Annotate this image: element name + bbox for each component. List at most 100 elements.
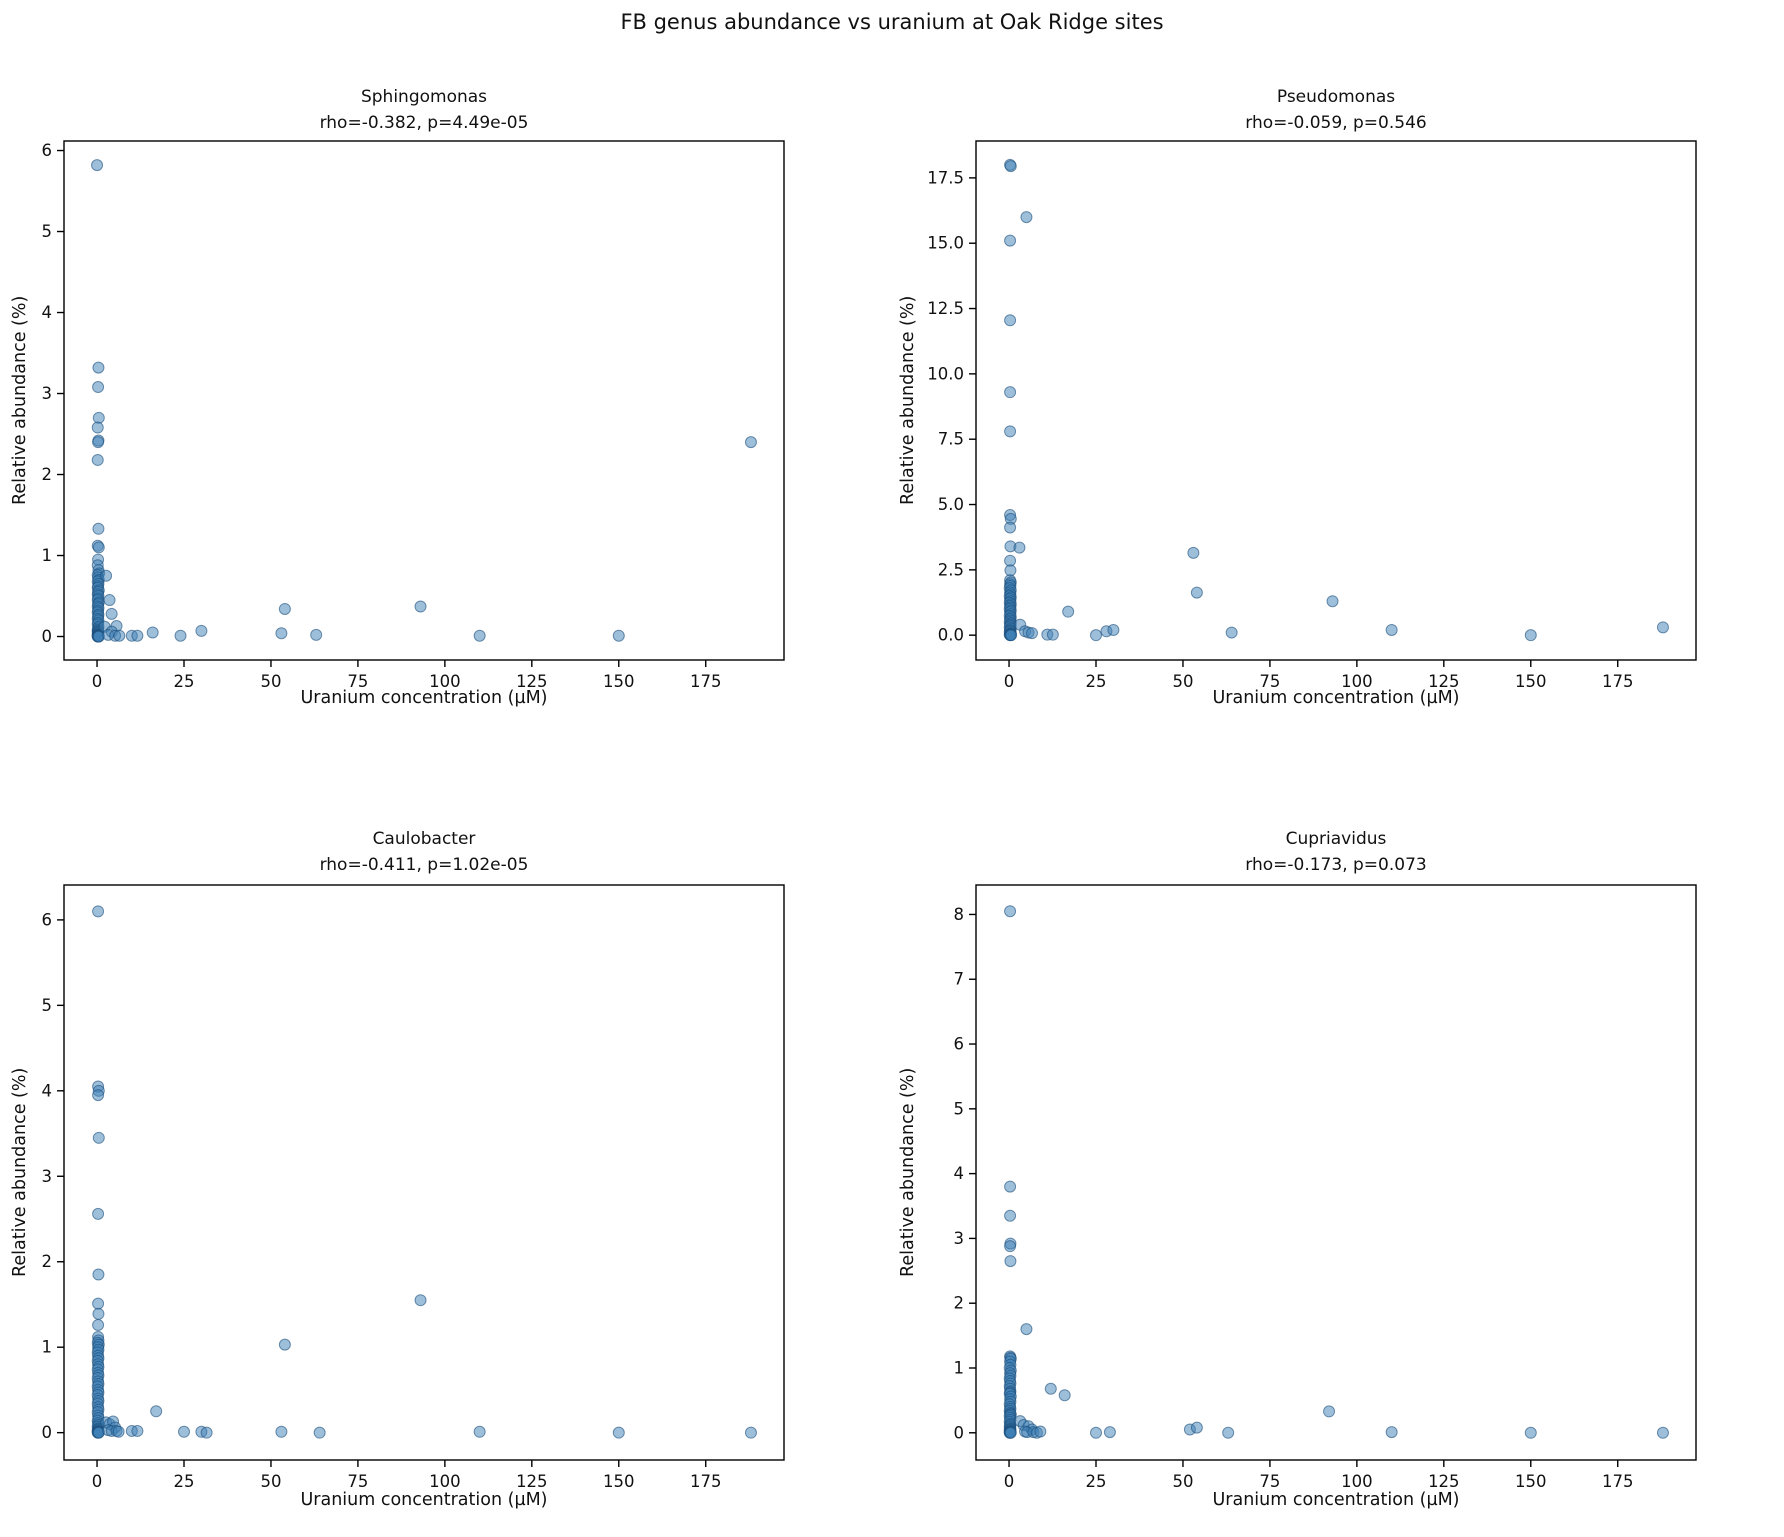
y-tick-label: 0.0 bbox=[938, 626, 964, 645]
x-tick-label: 75 bbox=[1259, 672, 1280, 691]
data-point bbox=[473, 1425, 486, 1438]
x-tick-label: 175 bbox=[1602, 672, 1634, 691]
x-tick-label: 100 bbox=[429, 672, 461, 691]
data-point bbox=[174, 629, 187, 642]
data-point bbox=[1004, 1240, 1017, 1253]
data-point bbox=[1058, 1389, 1071, 1402]
data-point bbox=[1004, 234, 1017, 247]
y-tick-label: 15.0 bbox=[927, 234, 964, 253]
x-tick-label: 25 bbox=[1086, 672, 1107, 691]
data-point bbox=[1005, 629, 1018, 642]
data-point bbox=[1004, 905, 1017, 918]
y-tick-label: 0 bbox=[42, 627, 53, 646]
subplot-stats-label: rho=-0.411, p=1.02e-05 bbox=[319, 855, 529, 875]
data-point bbox=[92, 541, 105, 554]
y-tick-label: 5 bbox=[42, 996, 53, 1015]
y-axis-label: Relative abundance (%) bbox=[10, 1067, 30, 1277]
y-tick-label: 12.5 bbox=[927, 299, 964, 318]
data-point bbox=[1004, 521, 1017, 534]
data-point bbox=[92, 1207, 105, 1220]
x-tick-label: 50 bbox=[260, 672, 281, 691]
y-tick-label: 4 bbox=[42, 303, 53, 322]
y-tick-label: 2 bbox=[42, 1252, 53, 1271]
axes-frame bbox=[975, 140, 1697, 661]
data-point bbox=[1062, 605, 1075, 618]
data-point bbox=[1326, 595, 1339, 608]
data-point bbox=[92, 361, 105, 374]
x-tick-label: 50 bbox=[1172, 672, 1193, 691]
y-tick-label: 6 bbox=[954, 1035, 965, 1054]
data-point bbox=[1004, 425, 1017, 438]
x-tick-label: 75 bbox=[347, 672, 368, 691]
data-point bbox=[131, 629, 144, 642]
y-tick-label: 2.5 bbox=[938, 560, 964, 579]
data-point bbox=[92, 1268, 105, 1281]
data-point bbox=[200, 1426, 213, 1439]
data-point bbox=[92, 1307, 105, 1320]
x-tick-label: 125 bbox=[516, 672, 548, 691]
y-tick-label: 6 bbox=[42, 141, 53, 160]
data-point bbox=[1004, 1255, 1017, 1268]
x-tick-label: 100 bbox=[429, 1472, 461, 1491]
y-tick-label: 4 bbox=[42, 1081, 53, 1100]
data-point bbox=[612, 629, 625, 642]
y-tick-label: 7 bbox=[954, 970, 965, 989]
data-point bbox=[92, 436, 105, 449]
data-point bbox=[1004, 564, 1017, 577]
x-tick-label: 0 bbox=[92, 672, 103, 691]
data-point bbox=[112, 1425, 125, 1438]
data-point bbox=[1034, 1425, 1047, 1438]
data-point bbox=[1222, 1426, 1235, 1439]
data-point bbox=[1004, 1180, 1017, 1193]
y-tick-label: 0 bbox=[954, 1423, 965, 1442]
y-tick-label: 17.5 bbox=[927, 168, 964, 187]
data-point bbox=[92, 381, 105, 394]
data-point bbox=[1020, 211, 1033, 224]
data-point bbox=[744, 1426, 757, 1439]
data-point bbox=[1004, 1426, 1017, 1439]
data-point bbox=[1004, 160, 1017, 173]
axes-frame bbox=[63, 140, 785, 661]
data-point bbox=[92, 1297, 105, 1310]
y-tick-label: 0 bbox=[42, 1423, 53, 1442]
x-tick-label: 175 bbox=[690, 672, 722, 691]
data-point bbox=[103, 594, 116, 607]
subplot-genus-label: Sphingomonas bbox=[360, 87, 488, 107]
x-tick-label: 50 bbox=[1172, 1472, 1193, 1491]
data-point bbox=[310, 628, 323, 641]
subplot-genus-label: Cupriavidus bbox=[1285, 829, 1387, 849]
y-tick-label: 1 bbox=[42, 546, 53, 565]
x-tick-label: 150 bbox=[1515, 672, 1547, 691]
data-point bbox=[1225, 626, 1238, 639]
axes-frame bbox=[975, 884, 1697, 1461]
data-point bbox=[92, 905, 105, 918]
subplot-genus-label: Caulobacter bbox=[372, 829, 476, 849]
x-tick-label: 125 bbox=[1428, 1472, 1460, 1491]
data-point bbox=[1187, 546, 1200, 559]
data-point bbox=[1323, 1405, 1336, 1418]
y-tick-label: 3 bbox=[42, 1167, 53, 1186]
data-point bbox=[92, 1318, 105, 1331]
y-axis-label: Relative abundance (%) bbox=[898, 295, 918, 505]
y-axis-label: Relative abundance (%) bbox=[898, 1067, 918, 1277]
data-point bbox=[1190, 1421, 1203, 1434]
y-tick-label: 6 bbox=[42, 910, 53, 929]
x-tick-label: 25 bbox=[174, 1472, 195, 1491]
data-point bbox=[414, 600, 427, 613]
data-point bbox=[195, 624, 208, 637]
x-tick-label: 25 bbox=[174, 672, 195, 691]
data-point bbox=[100, 569, 113, 582]
x-axis-label: Uranium concentration (µM) bbox=[300, 1490, 548, 1510]
x-tick-label: 150 bbox=[603, 1472, 635, 1491]
data-point bbox=[92, 522, 105, 535]
x-tick-label: 0 bbox=[92, 1472, 103, 1491]
x-axis-label: Uranium concentration (µM) bbox=[1212, 688, 1460, 708]
subplot-title-sphingomonas: Sphingomonas rho=-0.382, p=4.49e-05 bbox=[64, 84, 784, 136]
y-tick-label: 3 bbox=[42, 384, 53, 403]
scatter-plot-cupriavidus: 0 25 50 75 100 125 150 175 0 1 2 3 4 5 6 7 8 bbox=[954, 884, 1697, 1491]
data-point bbox=[1190, 586, 1203, 599]
subplot-stats-label: rho=-0.059, p=0.546 bbox=[1245, 113, 1427, 133]
data-point bbox=[105, 607, 118, 620]
y-tick-label: 5 bbox=[42, 222, 53, 241]
data-point bbox=[1004, 314, 1017, 327]
